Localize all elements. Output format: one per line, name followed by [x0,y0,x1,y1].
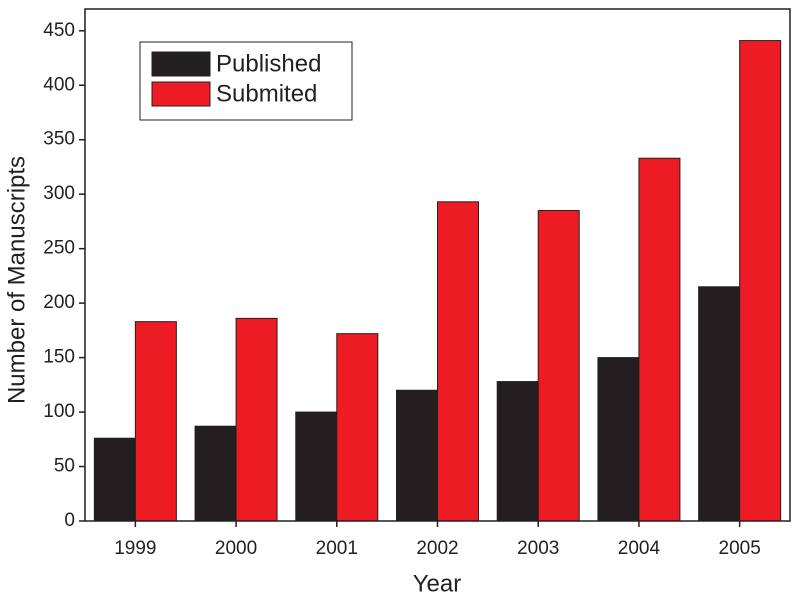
bar [698,286,741,522]
bar [194,425,237,522]
y-tick-label: 300 [43,183,75,204]
bar [336,333,379,522]
x-axis-title: Year [413,570,462,597]
x-tick-label: 2005 [719,538,761,559]
y-tick-label: 350 [43,129,75,150]
bar [597,357,640,522]
bar [496,381,539,522]
y-tick-label: 450 [43,20,75,41]
y-tick-label: 0 [64,510,75,531]
x-tick-label: 1999 [114,538,156,559]
y-tick-label: 400 [43,74,75,95]
y-tick-label: 50 [54,456,75,477]
bar [537,210,580,522]
legend-label: Published [216,50,321,77]
y-tick-label: 100 [43,401,75,422]
legend-label: Submited [216,80,317,107]
x-tick-label: 2004 [618,538,661,559]
y-tick-label: 150 [43,347,75,368]
legend-swatch [151,81,211,107]
bar [638,157,681,522]
bar [295,411,338,522]
y-axis-title: Number of Manuscripts [3,156,30,404]
bar [396,389,438,522]
y-tick-label: 250 [43,238,75,259]
bar [437,201,479,522]
y-tick-label: 200 [43,292,75,313]
x-tick-label: 2001 [316,538,358,559]
x-tick-label: 2000 [215,538,257,559]
legend-swatch [151,51,211,77]
legend-box [139,41,353,121]
bar [93,437,136,522]
x-tick-label: 2002 [416,538,458,559]
plot-frame [84,8,791,522]
bar [739,40,782,522]
bar [235,317,278,522]
x-tick-label: 2003 [517,538,559,559]
bar [134,321,177,522]
